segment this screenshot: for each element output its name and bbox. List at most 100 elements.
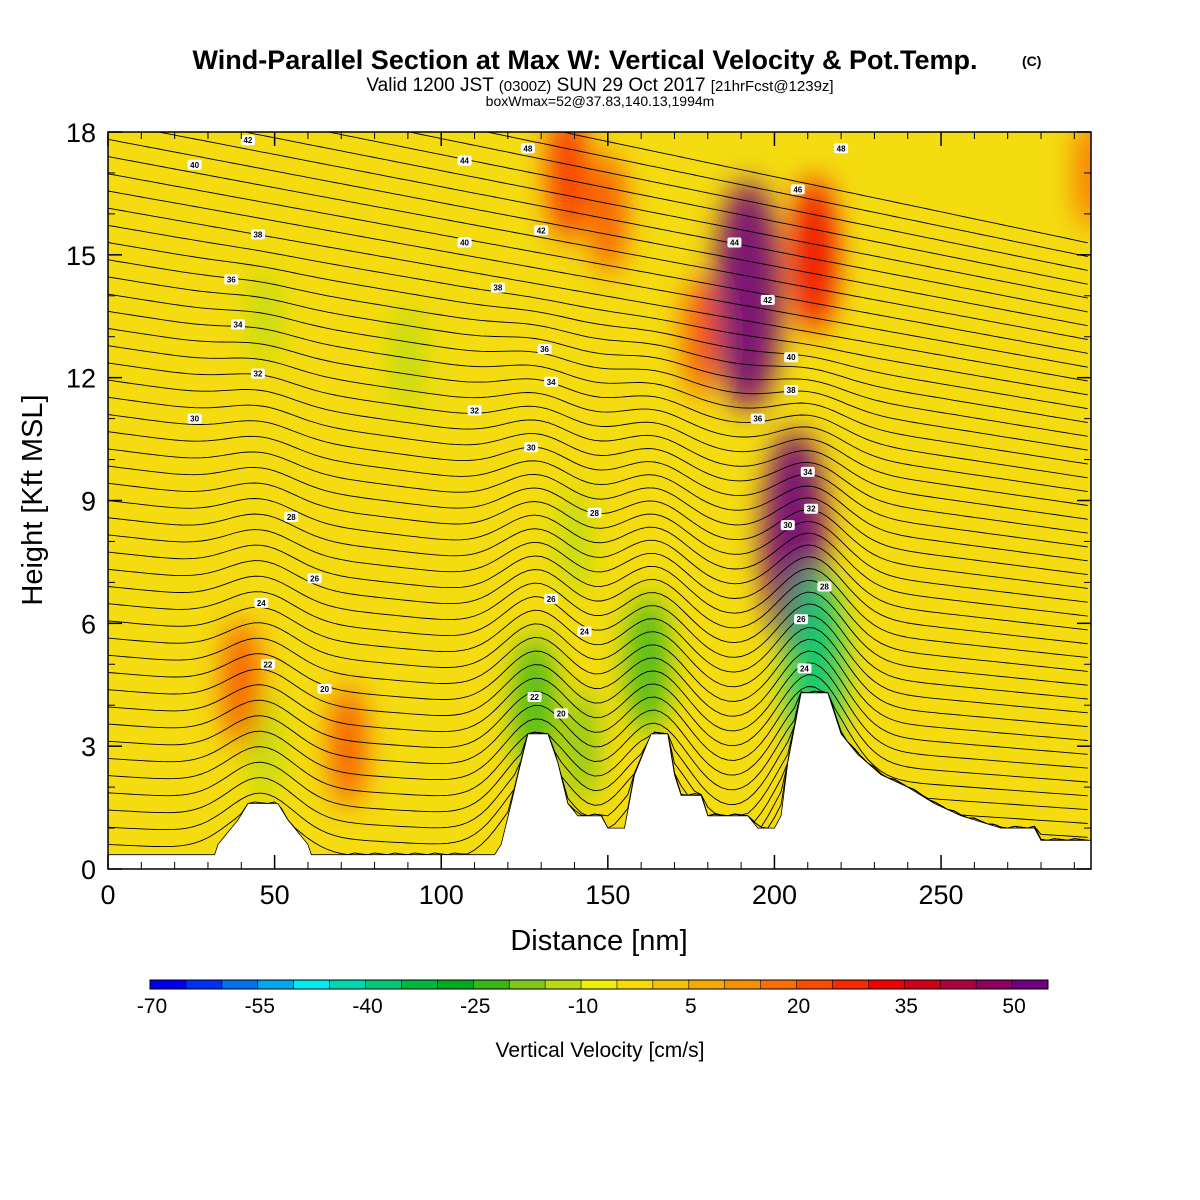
- velocity-cell: [590, 153, 626, 275]
- isentrope-line: [108, 448, 1088, 576]
- isentrope-label: 40: [187, 159, 202, 170]
- colorbar-swatch: [652, 980, 690, 989]
- isentrope-line: [242, 132, 1088, 299]
- colorbar-swatch: [437, 980, 474, 989]
- colorbar-swatch: [940, 980, 977, 989]
- svg-text:30: 30: [783, 521, 792, 530]
- isentrope-label: 28: [284, 511, 299, 522]
- isentrope-line: [560, 132, 1088, 244]
- velocity-cell: [392, 304, 424, 410]
- isentrope-line: [108, 513, 1088, 631]
- isentrope-label: 36: [750, 413, 765, 424]
- colorbar-swatch: [796, 980, 833, 989]
- isentrope-label: 30: [780, 520, 795, 531]
- isentrope-line: [108, 310, 1088, 465]
- colorbar-swatch: [545, 980, 582, 989]
- subtitle-date: SUN 29 Oct 2017: [557, 75, 706, 96]
- svg-text:24: 24: [580, 628, 589, 637]
- colorbar-swatch: [401, 980, 438, 989]
- svg-text:26: 26: [797, 615, 806, 624]
- svg-text:36: 36: [753, 415, 762, 424]
- colorbar-tick-label: 50: [1002, 995, 1025, 1018]
- svg-text:28: 28: [287, 513, 296, 522]
- svg-text:22: 22: [530, 693, 539, 702]
- isentrope-line: [108, 345, 1088, 493]
- chart-title-mark: (C): [1022, 53, 1041, 69]
- isentrope-line: [108, 636, 1088, 741]
- isentrope-label: 42: [760, 294, 775, 305]
- colorbar-swatch: [868, 980, 905, 989]
- isentrope-line: [108, 190, 1088, 368]
- isentrope-labels: 40 42 44 48 38 40 42 36 38 34 36 34 32 32 30 30 28 28 26 26…: [187, 135, 849, 719]
- x-tick-label: 100: [419, 880, 464, 910]
- isentrope-label: 22: [527, 692, 542, 703]
- colorbar-swatch: [724, 980, 762, 989]
- isentrope-line: [108, 379, 1088, 520]
- svg-text:46: 46: [793, 185, 802, 194]
- isentrope-line: [108, 686, 1088, 797]
- velocity-cell: [627, 594, 668, 734]
- colorbar-swatch: [688, 980, 726, 989]
- svg-text:20: 20: [320, 685, 329, 694]
- colorbar-title: Vertical Velocity [cm/s]: [496, 1039, 705, 1062]
- isentrope-line: [108, 259, 1088, 423]
- isentrope-label: 36: [224, 274, 239, 285]
- isentrope-label: 32: [804, 503, 819, 514]
- isentrope-line: [108, 328, 1088, 479]
- chart-title: Wind-Parallel Section at Max W: Vertical…: [193, 45, 978, 75]
- isentrope-line: [108, 498, 1088, 617]
- y-axis-title: Height [Kft MSL]: [17, 394, 49, 605]
- isentrope-label: 40: [457, 237, 472, 248]
- isentrope-line: [108, 529, 1088, 645]
- isentrope-label: 44: [727, 237, 742, 248]
- isentrope-label: 28: [587, 507, 602, 518]
- isentrope-line: [156, 132, 1088, 313]
- isentrope-line: [108, 606, 1088, 714]
- isentrope-line: [108, 482, 1088, 603]
- isentrope-label: 38: [490, 282, 505, 293]
- isentrope-line: [108, 396, 1088, 534]
- svg-text:38: 38: [493, 284, 502, 293]
- isentrope-label: 42: [240, 135, 255, 146]
- x-tick-label: 200: [752, 880, 797, 910]
- x-tick-label: 150: [585, 880, 630, 910]
- velocity-cell: [1074, 132, 1091, 231]
- isentrope-label: 48: [520, 143, 535, 154]
- colorbar-tick-label: 5: [685, 995, 697, 1018]
- svg-text:42: 42: [537, 226, 546, 235]
- terrain: [108, 692, 1091, 869]
- isentrope-label: 34: [544, 376, 559, 387]
- colorbar-swatch: [976, 980, 1013, 989]
- isentrope-label: 24: [254, 597, 269, 608]
- isentrope-line: [108, 560, 1088, 672]
- colorbar-tick-label: -70: [137, 995, 167, 1018]
- svg-text:48: 48: [837, 144, 846, 153]
- isentrope-label: 26: [544, 593, 559, 604]
- isentrope-line: [108, 431, 1088, 562]
- colorbar-swatch: [1012, 980, 1049, 989]
- colorbar-swatch: [832, 980, 869, 989]
- svg-text:40: 40: [190, 161, 199, 170]
- isentrope-line: [108, 690, 1088, 811]
- subtitle-utc: (0300Z): [499, 78, 552, 95]
- colorbar-swatch: [581, 980, 618, 989]
- svg-text:24: 24: [257, 599, 266, 608]
- subtitle-fcst: [21hrFcst@1239z]: [711, 78, 834, 95]
- isentrope-line: [406, 132, 1088, 271]
- chart-subtitle-2: boxWmax=52@37.83,140.13,1994m: [486, 93, 715, 109]
- isentrope-label: 40: [784, 352, 799, 363]
- isentrope-label: 22: [260, 659, 275, 670]
- isentrope-label: 30: [187, 413, 202, 424]
- y-tick-label: 18: [66, 118, 96, 148]
- svg-text:38: 38: [787, 386, 796, 395]
- isentrope-line: [108, 674, 1088, 783]
- colorbar-tick-label: 35: [895, 995, 918, 1018]
- isentrope-label: 32: [250, 368, 265, 379]
- isentrope-line: [108, 362, 1088, 506]
- isentrope-line: [108, 156, 1088, 340]
- svg-text:30: 30: [190, 415, 199, 424]
- isentrope-line: [108, 662, 1088, 769]
- isentrope-line: [326, 132, 1088, 285]
- svg-text:42: 42: [763, 296, 772, 305]
